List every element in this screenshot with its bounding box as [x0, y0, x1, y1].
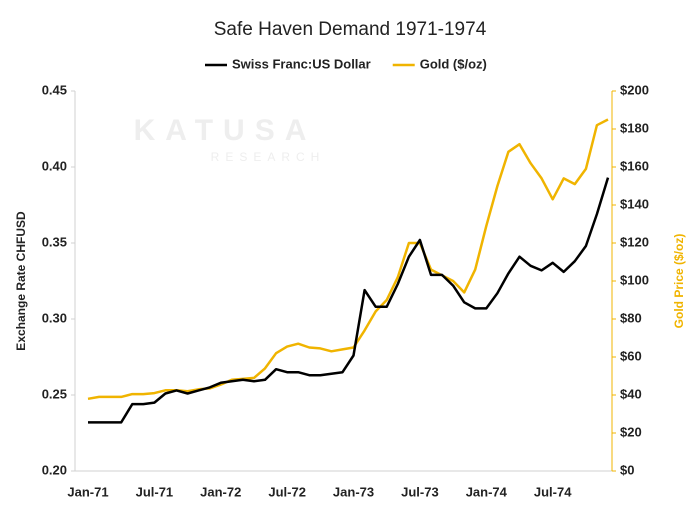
y-axis-title: Exchange Rate CHFUSD: [14, 211, 28, 351]
x-tick-label: Jul-74: [534, 484, 572, 499]
y-tick-label: 0.40: [42, 158, 67, 173]
y-tick-label: 0.45: [42, 82, 67, 97]
legend-label: Gold ($/oz): [420, 56, 487, 71]
y-tick-label: 0.20: [42, 462, 67, 477]
chart-title: Safe Haven Demand 1971-1974: [214, 19, 487, 40]
series-line: [87, 118, 609, 401]
x-tick-label: Jan-73: [333, 484, 374, 499]
y2-tick-label: $0: [620, 462, 634, 477]
y2-tick-label: $60: [620, 348, 642, 363]
y2-tick-label: $20: [620, 424, 642, 439]
x-tick-label: Jan-74: [466, 484, 508, 499]
y2-tick-label: $160: [620, 158, 649, 173]
y2-tick-label: $200: [620, 82, 649, 97]
x-tick-label: Jan-71: [67, 484, 108, 499]
watermark-sub: RESEARCH: [211, 150, 326, 164]
y-tick-label: 0.25: [42, 386, 67, 401]
x-tick-label: Jul-72: [268, 484, 306, 499]
y2-tick-label: $140: [620, 196, 649, 211]
x-tick-label: Jul-73: [401, 484, 439, 499]
y2-tick-label: $100: [620, 272, 649, 287]
y2-tick-label: $120: [620, 234, 649, 249]
y2-tick-label: $180: [620, 120, 649, 135]
legend-label: Swiss Franc:US Dollar: [232, 56, 371, 71]
x-tick-label: Jul-71: [136, 484, 174, 499]
y-tick-label: 0.30: [42, 310, 67, 325]
y2-axis-title: Gold Price ($/oz): [672, 234, 686, 329]
y2-tick-label: $40: [620, 386, 642, 401]
x-tick-label: Jan-72: [200, 484, 241, 499]
y2-tick-label: $80: [620, 310, 642, 325]
y-tick-label: 0.35: [42, 234, 67, 249]
watermark: KATUSA: [134, 114, 317, 147]
series-line: [88, 177, 610, 424]
